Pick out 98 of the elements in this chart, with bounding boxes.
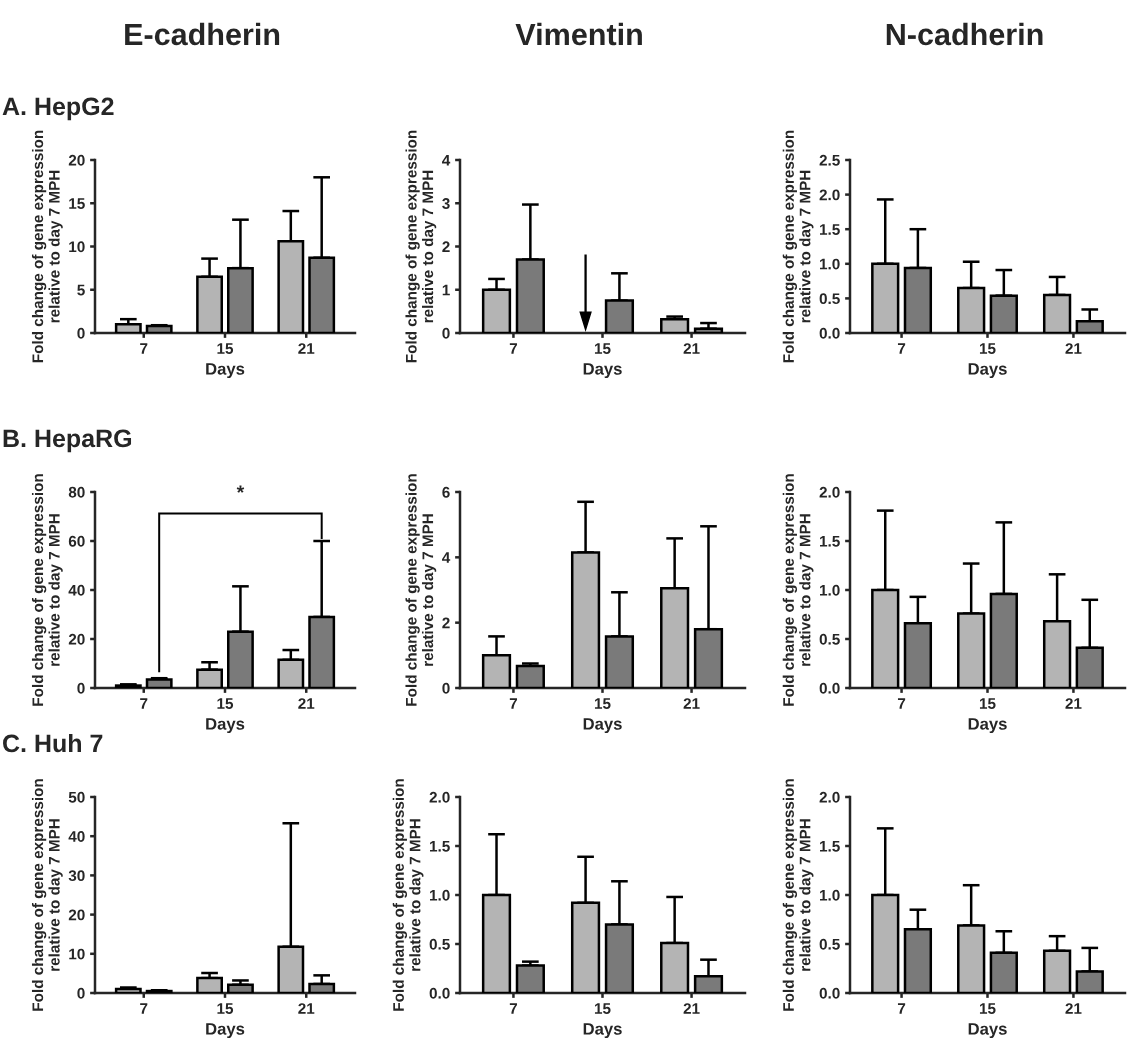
x-axis-title: Days [583, 718, 622, 734]
y-tick-label: 1.0 [430, 889, 450, 901]
y-tick-label: 1.5 [430, 841, 450, 852]
x-tick-label: 21 [1065, 1003, 1082, 1014]
x-tick-label: 21 [683, 698, 700, 709]
x-axis-title: Days [968, 1023, 1007, 1039]
x-tick-label: 21 [298, 698, 315, 709]
y-axis-title: Fold change of gene expression relative to day 7 MPH [31, 474, 63, 706]
y-axis-title: Fold change of gene expression relative to day 7 MPH [405, 474, 437, 706]
x-tick-label: 7 [140, 1003, 148, 1014]
y-axis-title: Fold change of gene expression relative to day 7 MPH [31, 779, 63, 1011]
y-axis-title: Fold change of gene expression relative to day 7 MPH [782, 474, 814, 706]
y-tick-label: 1.5 [820, 224, 840, 235]
x-tick-label: 15 [594, 698, 611, 709]
x-tick-label: 7 [140, 698, 148, 709]
y-tick-label: 0.0 [819, 327, 840, 339]
y-tick-label: 15 [69, 198, 85, 209]
chart-subtitle: B. HepaRG [3, 429, 132, 453]
x-tick-label: 15 [979, 698, 996, 709]
x-tick-label: 21 [1065, 343, 1082, 354]
x-tick-label: 21 [298, 343, 315, 354]
y-tick-label: 2.0 [819, 791, 840, 803]
x-tick-label: 21 [1065, 698, 1082, 709]
x-axis-title: Days [583, 1023, 622, 1039]
y-axis-title: Fold change of gene expression relative to day 7 MPH [782, 779, 814, 1011]
x-axis-title: Days [583, 363, 622, 379]
chart-subtitle: C. Huh 7 [3, 733, 103, 753]
y-tick-label: 1.5 [820, 841, 840, 852]
y-axis-title: Fold change of gene expression relative to day 7 MPH [392, 779, 424, 1011]
y-tick-label: 20 [68, 633, 85, 645]
y-tick-label: 2.0 [819, 486, 840, 498]
x-tick-label: 15 [217, 343, 234, 354]
y-tick-label: 2.0 [819, 189, 840, 201]
y-tick-label: 10 [69, 948, 85, 960]
x-tick-label: 7 [509, 698, 518, 709]
y-tick-label: 2.0 [429, 791, 450, 803]
y-tick-label: 2.5 [819, 154, 840, 166]
chart-title: Vimentin [515, 22, 642, 46]
x-tick-label: 15 [594, 343, 611, 354]
y-tick-label: 50 [68, 791, 85, 803]
annotation: * [236, 485, 245, 493]
y-tick-label: 0 [77, 682, 85, 694]
chart-title: E-cadherin [125, 22, 280, 46]
x-axis-title: Days [206, 1023, 245, 1039]
y-tick-label: 1 [442, 284, 450, 296]
y-tick-label: 5 [77, 284, 85, 296]
x-tick-label: 15 [979, 1003, 996, 1014]
y-tick-label: 0.0 [819, 987, 840, 999]
x-axis-title: Days [206, 718, 245, 734]
y-tick-label: 0 [442, 327, 450, 339]
y-tick-label: 1.0 [820, 258, 840, 270]
x-tick-label: 7 [140, 343, 148, 354]
y-axis-title: Fold change of gene expression relative to day 7 MPH [31, 130, 63, 363]
y-tick-label: 0.5 [819, 293, 840, 305]
x-axis-title: Days [968, 718, 1007, 734]
y-tick-label: 1.5 [820, 536, 840, 547]
x-tick-label: 21 [683, 1003, 700, 1014]
x-tick-label: 7 [897, 1003, 906, 1014]
x-axis-title: Days [206, 363, 245, 379]
y-tick-label: 0 [77, 987, 85, 999]
x-tick-label: 15 [217, 1003, 234, 1014]
y-tick-label: 0.0 [429, 987, 450, 999]
x-axis-title: Days [968, 363, 1007, 379]
y-tick-label: 4 [442, 552, 451, 563]
x-tick-label: 7 [897, 343, 906, 354]
y-tick-label: 0.5 [429, 938, 450, 950]
y-tick-label: 2 [442, 241, 450, 253]
y-tick-label: 1.0 [820, 584, 840, 596]
y-tick-label: 0.5 [819, 633, 840, 645]
y-tick-label: 20 [68, 154, 85, 166]
y-tick-label: 6 [442, 486, 450, 498]
y-tick-label: 0.5 [819, 938, 840, 950]
x-tick-label: 15 [594, 1003, 611, 1014]
x-tick-label: 7 [897, 698, 906, 709]
y-tick-label: 30 [68, 870, 85, 882]
x-tick-label: 7 [509, 1003, 518, 1014]
x-tick-label: 21 [298, 1003, 315, 1014]
y-tick-label: 20 [68, 909, 85, 921]
y-tick-label: 10 [69, 241, 85, 253]
y-axis-title: Fold change of gene expression relative to day 7 MPH [405, 130, 437, 363]
x-tick-label: 7 [509, 343, 518, 354]
y-tick-label: 0 [442, 682, 450, 694]
x-tick-label: 21 [683, 343, 700, 354]
y-tick-label: 40 [68, 584, 85, 596]
y-tick-label: 0 [77, 327, 85, 339]
y-tick-label: 3 [442, 198, 450, 209]
y-tick-label: 4 [442, 155, 451, 166]
y-tick-label: 2 [442, 617, 450, 629]
y-tick-label: 80 [68, 486, 85, 498]
y-tick-label: 0.0 [819, 682, 840, 694]
y-tick-label: 60 [68, 535, 85, 547]
y-axis-title: Fold change of gene expression relative to day 7 MPH [782, 130, 814, 363]
y-tick-label: 40 [68, 831, 85, 842]
x-tick-label: 15 [979, 343, 996, 354]
chart-subtitle: A. HepG2 [2, 97, 114, 121]
x-tick-label: 15 [217, 698, 234, 709]
y-tick-label: 1.0 [820, 889, 840, 901]
chart-title: N-cadherin [886, 22, 1043, 46]
